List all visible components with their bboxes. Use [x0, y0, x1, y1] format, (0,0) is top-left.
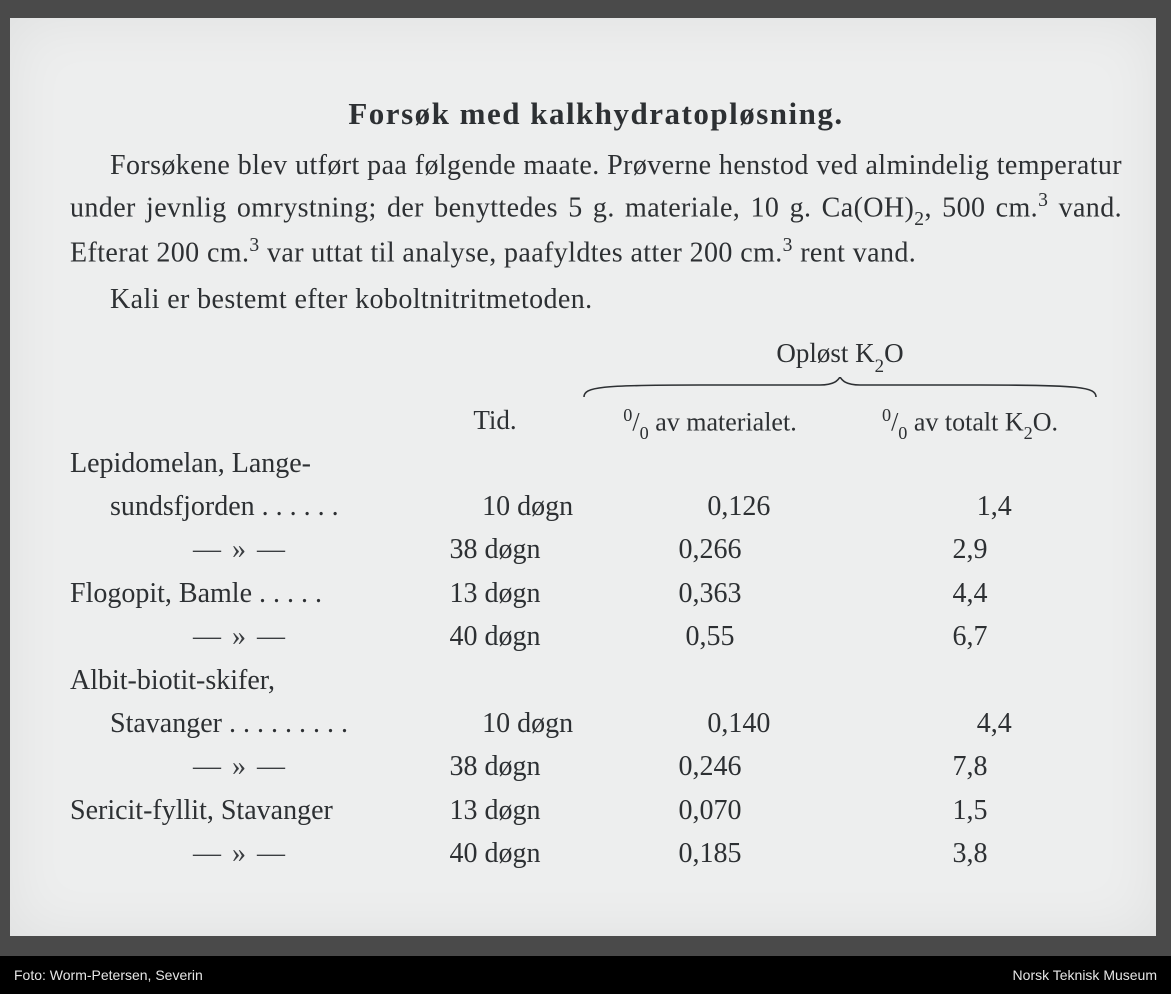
- paragraph-2: Kali er bestemt efter koboltnitritmetode…: [70, 280, 1122, 321]
- table-header-group: Opløst K2O: [70, 338, 1122, 404]
- header-empty: [70, 405, 410, 442]
- row-label: Flogopit, Bamle . . . . .: [70, 572, 410, 615]
- cell-tid: 13 døgn: [410, 789, 580, 832]
- ditto-mark: — » —: [70, 745, 410, 788]
- cell-tid: 38 døgn: [410, 528, 580, 571]
- cell-materialet: 0,070: [580, 789, 840, 832]
- cell-tid: 38 døgn: [410, 745, 580, 788]
- cell-totalt: 2,9: [840, 528, 1100, 571]
- group-header-label: Opløst K2O: [580, 338, 1100, 376]
- row-label: Sericit-fyllit, Stavanger: [70, 789, 410, 832]
- table-row: — » —38 døgn0,2467,8: [70, 745, 1122, 788]
- cell-materialet: 0,266: [580, 528, 840, 571]
- cell-materialet: 0,185: [580, 832, 840, 875]
- header-tid: Tid.: [410, 405, 580, 442]
- cell-materialet: 0,363: [580, 572, 840, 615]
- cell-totalt: 7,8: [840, 745, 1100, 788]
- table-row: — » —38 døgn0,2662,9: [70, 528, 1122, 571]
- table-row: Stavanger . . . . . . . . .10 døgn0,1404…: [70, 702, 1122, 745]
- document-page: Forsøk med kalkhydratopløsning. Forsøken…: [10, 18, 1156, 936]
- table-row: — » —40 døgn0,556,7: [70, 615, 1122, 658]
- ditto-mark: — » —: [70, 615, 410, 658]
- caption-left: Foto: Worm-Petersen, Severin: [14, 967, 203, 983]
- ditto-mark: — » —: [70, 832, 410, 875]
- ditto-mark: — » —: [70, 528, 410, 571]
- cell-materialet: 0,126: [611, 485, 866, 528]
- cell-tid: 40 døgn: [410, 615, 580, 658]
- row-label: Lepidomelan, Lange-: [70, 442, 410, 485]
- row-label: Albit-biotit-skifer,: [70, 659, 410, 702]
- cell-materialet: 0,140: [611, 702, 866, 745]
- header-totalt: 0/0 av totalt K2O.: [840, 405, 1100, 442]
- data-table: Opløst K2O Tid. 0/0 av materialet. 0/0 a…: [70, 338, 1122, 875]
- header-materialet: 0/0 av materialet.: [580, 405, 840, 442]
- table-row: sundsfjorden . . . . . .10 døgn0,1261,4: [70, 485, 1122, 528]
- cell-totalt: 4,4: [840, 572, 1100, 615]
- table-row: Flogopit, Bamle . . . . .13 døgn0,3634,4: [70, 572, 1122, 615]
- cell-tid: 10 døgn: [444, 702, 611, 745]
- table-header-row: Tid. 0/0 av materialet. 0/0 av totalt K2…: [70, 405, 1122, 442]
- cell-tid: 40 døgn: [410, 832, 580, 875]
- cell-totalt: 4,4: [867, 702, 1122, 745]
- table-row: — » —40 døgn0,1853,8: [70, 832, 1122, 875]
- brace-group: Opløst K2O: [580, 338, 1100, 404]
- caption-right: Norsk Teknisk Museum: [1013, 967, 1157, 983]
- cell-materialet: 0,246: [580, 745, 840, 788]
- cell-tid: 10 døgn: [444, 485, 611, 528]
- curly-brace-icon: [580, 377, 1100, 399]
- table-row: Albit-biotit-skifer,: [70, 659, 1122, 702]
- cell-totalt: 3,8: [840, 832, 1100, 875]
- row-label: sundsfjorden . . . . . .: [70, 485, 444, 528]
- document-title: Forsøk med kalkhydratopløsning.: [70, 96, 1122, 132]
- document-content: Forsøk med kalkhydratopløsning. Forsøken…: [70, 96, 1122, 876]
- paragraph-1: Forsøkene blev utført paa følgende maate…: [70, 146, 1122, 274]
- table-body: Lepidomelan, Lange-sundsfjorden . . . . …: [70, 442, 1122, 876]
- cell-totalt: 1,4: [867, 485, 1122, 528]
- table-row: Lepidomelan, Lange-: [70, 442, 1122, 485]
- cell-totalt: 6,7: [840, 615, 1100, 658]
- caption-bar: Foto: Worm-Petersen, Severin Norsk Tekni…: [0, 956, 1171, 994]
- row-label: Stavanger . . . . . . . . .: [70, 702, 444, 745]
- cell-tid: 13 døgn: [410, 572, 580, 615]
- cell-materialet: 0,55: [580, 615, 840, 658]
- cell-totalt: 1,5: [840, 789, 1100, 832]
- table-row: Sericit-fyllit, Stavanger13 døgn0,0701,5: [70, 789, 1122, 832]
